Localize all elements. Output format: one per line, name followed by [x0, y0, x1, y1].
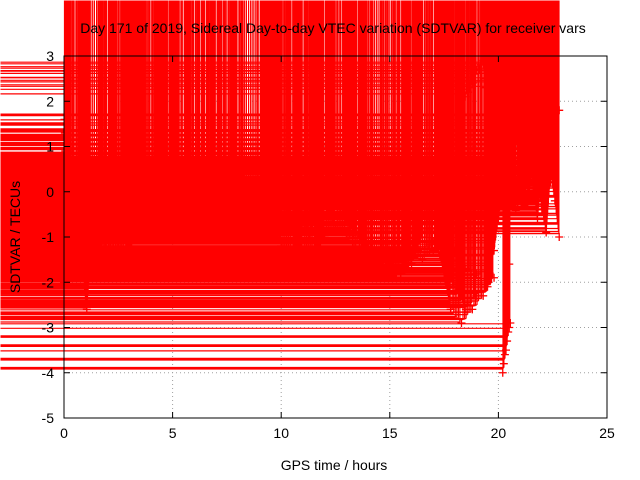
series-trace: [0, 0, 511, 370]
y-tick-label: 3: [46, 48, 54, 64]
series-bottom-cluster-20h: [0, 0, 515, 377]
axis-ticks: 0 5 10 15 20 25 -5 -4 -3 -2 -1 0 1 2 3: [42, 48, 615, 441]
y-tick-label: 1: [46, 139, 54, 155]
y-tick-label: -4: [42, 365, 55, 381]
series-trace: [0, 0, 71, 246]
x-axis-label: GPS time / hours: [281, 457, 388, 473]
y-tick-label: -1: [42, 229, 55, 245]
y-axis-label: SDTVAR / TECUs: [7, 181, 23, 293]
data-point: [555, 233, 564, 241]
series-early-spike: [0, 0, 75, 251]
x-tick-label: 25: [599, 425, 615, 441]
series-top-cluster-19h: [0, 0, 490, 101]
y-tick-label: -5: [42, 410, 55, 426]
series-dip-near-1h: [0, 0, 95, 314]
data-point: [507, 76, 516, 85]
x-tick-label: 10: [273, 425, 289, 441]
x-tick-label: 15: [382, 425, 398, 441]
data-layer: [0, 0, 564, 377]
series-trace-e: [0, 0, 564, 278]
y-tick-label: -3: [42, 320, 55, 336]
series-trace: [0, 0, 91, 309]
x-tick-label: 20: [491, 425, 507, 441]
data-point: [505, 260, 514, 269]
series-outliers: [505, 76, 516, 269]
y-tick-label: 0: [46, 184, 54, 200]
y-tick-label: 2: [46, 93, 54, 109]
series-trace: [0, 0, 486, 95]
data-point: [109, 269, 118, 278]
x-tick-label: 5: [169, 425, 177, 441]
y-tick-label: -2: [42, 274, 55, 290]
x-tick-label: 0: [60, 425, 68, 441]
chart-title: Day 171 of 2019, Sidereal Day-to-day VTE…: [80, 20, 586, 36]
data-point: [457, 318, 466, 327]
data-point: [498, 368, 507, 377]
